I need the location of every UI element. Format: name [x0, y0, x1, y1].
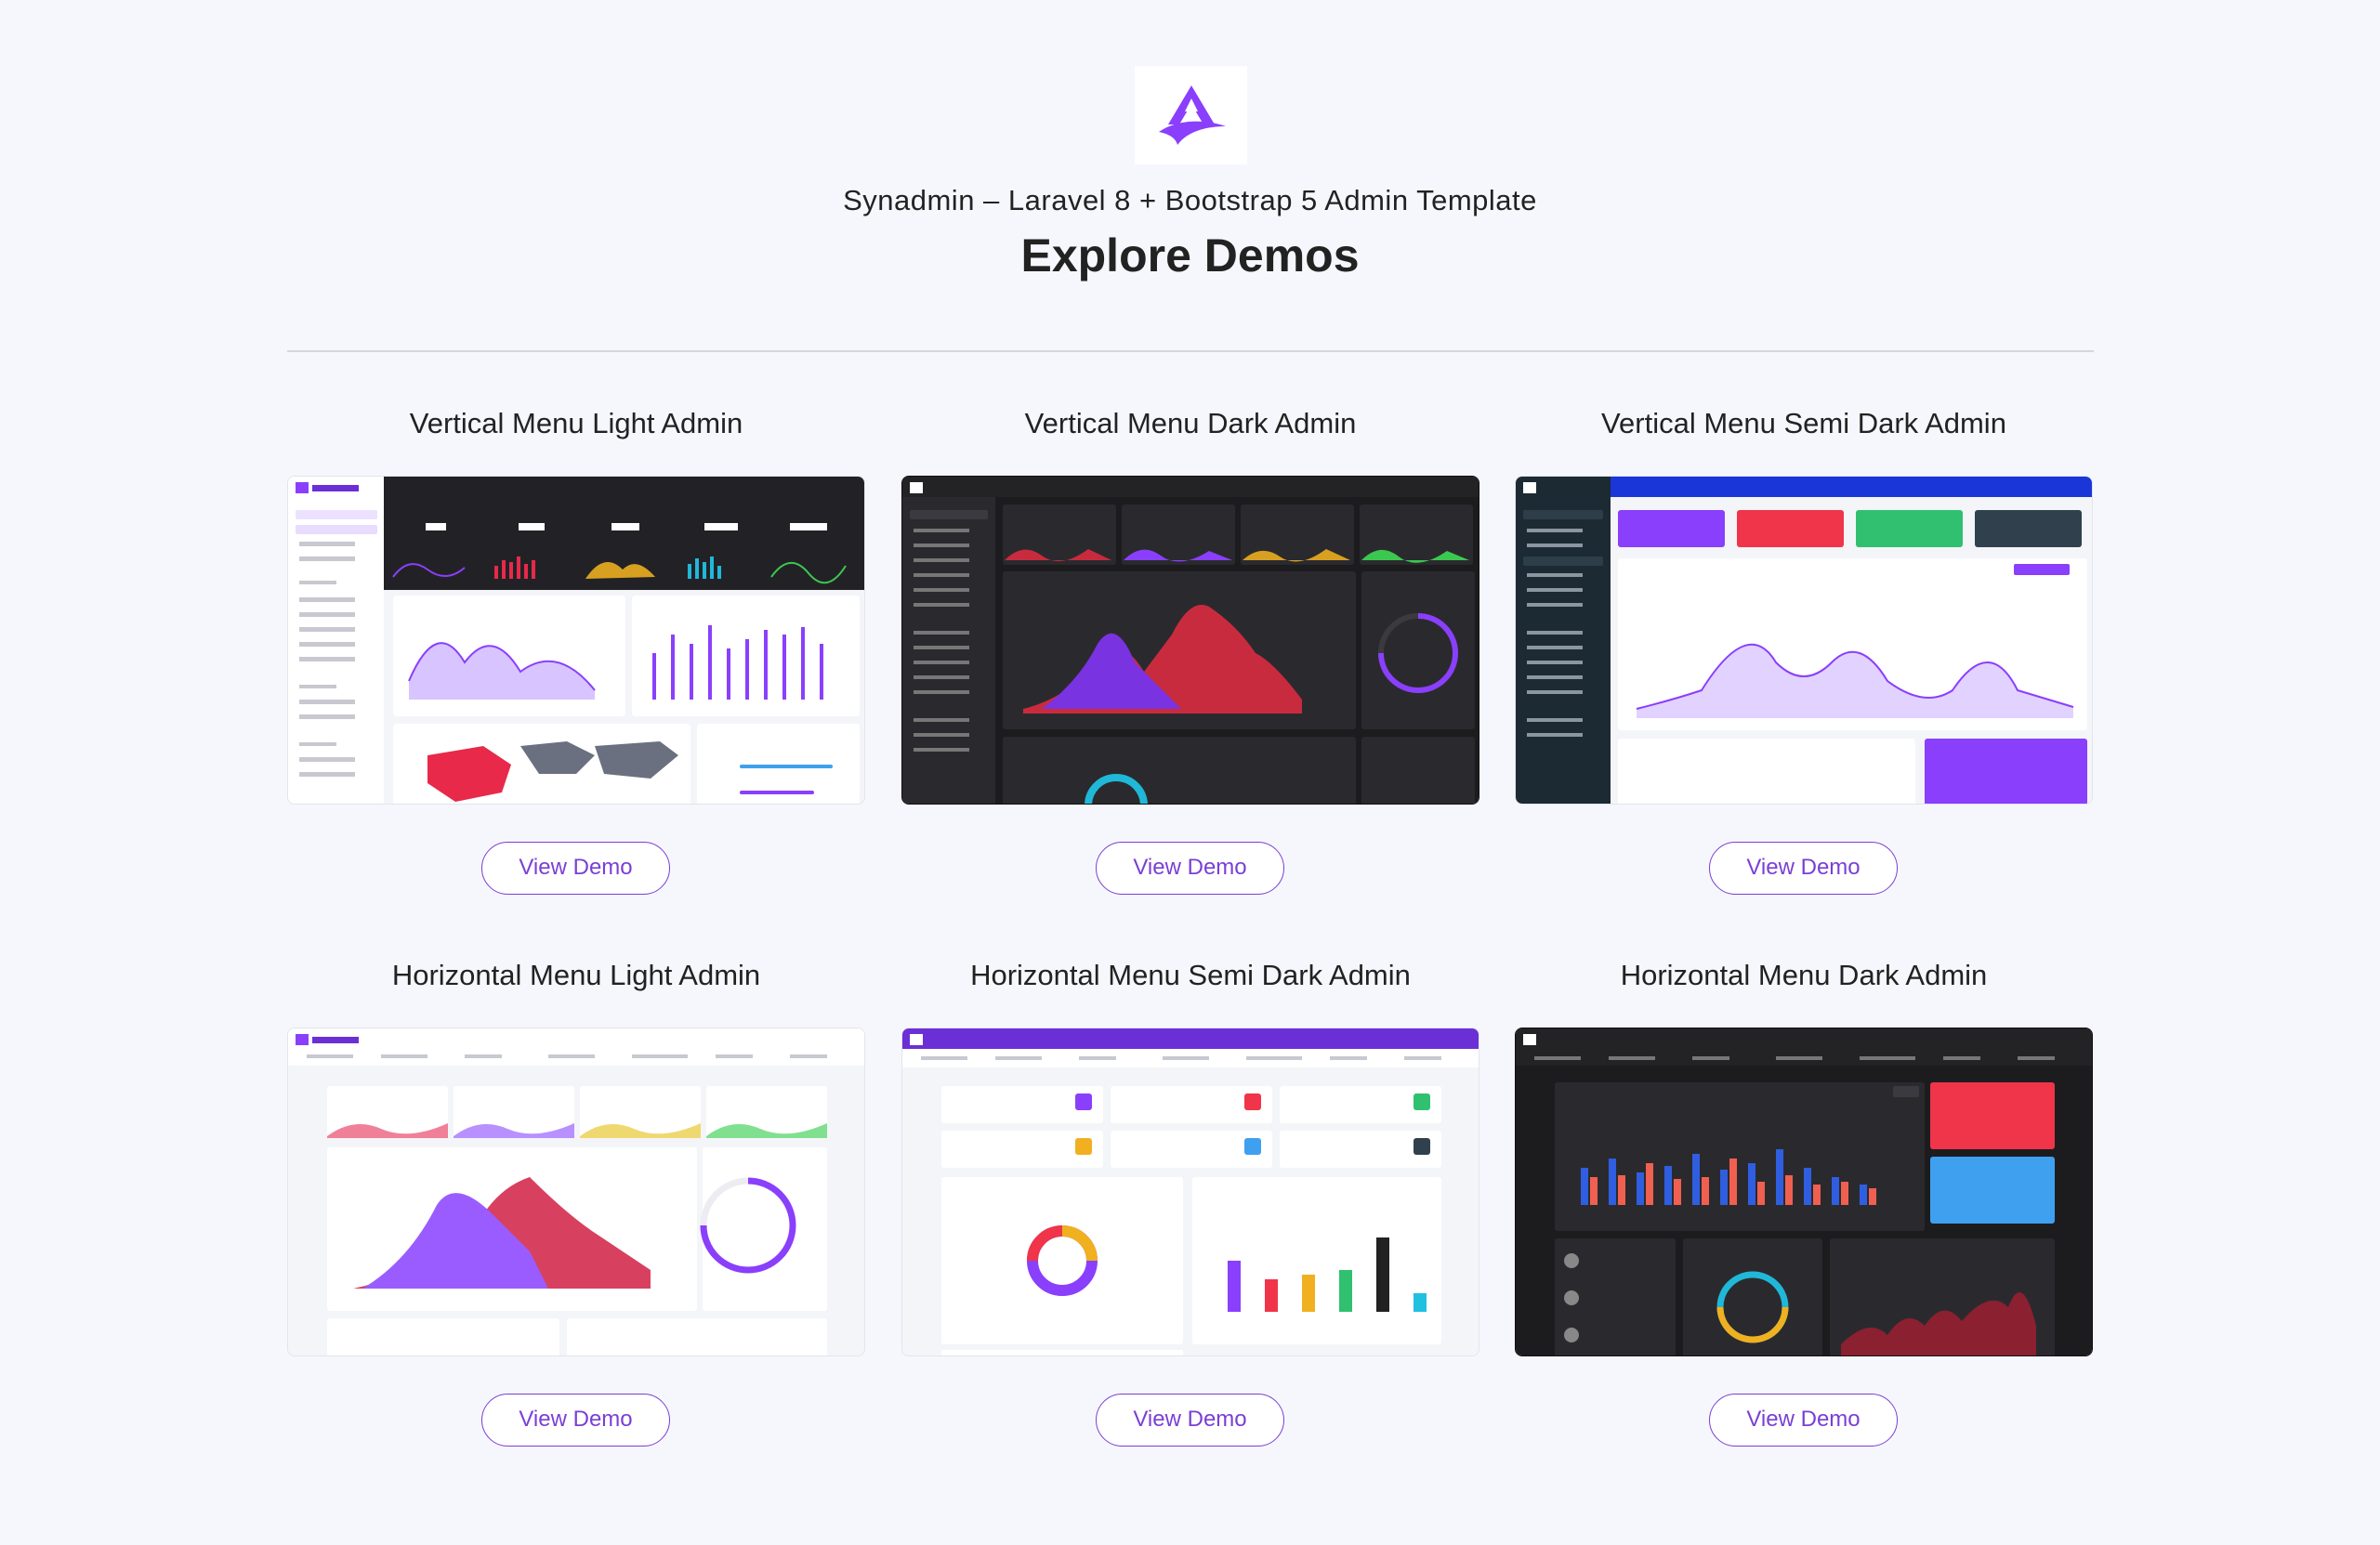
- demo-preview-image[interactable]: [901, 1028, 1479, 1356]
- demo-title: Horizontal Menu Semi Dark Admin: [970, 959, 1411, 991]
- view-demo-button[interactable]: View Demo: [1096, 842, 1284, 895]
- page-subtitle: Synadmin – Laravel 8 + Bootstrap 5 Admin…: [843, 184, 1537, 216]
- demo-preview-image[interactable]: [901, 476, 1479, 805]
- brand-logo-icon: [1158, 85, 1226, 145]
- demo-preview-image[interactable]: [1515, 476, 2093, 805]
- demo-title: Vertical Menu Light Admin: [409, 407, 743, 439]
- demo-title: Vertical Menu Dark Admin: [1024, 407, 1357, 439]
- page-title: Explore Demos: [1020, 229, 1360, 282]
- view-demo-button[interactable]: View Demo: [1709, 842, 1898, 895]
- view-demo-button[interactable]: View Demo: [481, 842, 670, 895]
- view-demo-button[interactable]: View Demo: [481, 1394, 670, 1447]
- demo-preview-image[interactable]: [287, 1028, 865, 1356]
- view-demo-button[interactable]: View Demo: [1709, 1394, 1898, 1447]
- demo-preview-image[interactable]: [1515, 1028, 2093, 1356]
- view-demo-button[interactable]: View Demo: [1096, 1394, 1284, 1447]
- demo-title: Horizontal Menu Light Admin: [391, 959, 761, 991]
- logo: [1135, 66, 1247, 164]
- demo-title: Horizontal Menu Dark Admin: [1620, 959, 1988, 991]
- demo-card-vertical-semi-dark: Vertical Menu Semi Dark Admin View Demo: [1515, 403, 2093, 896]
- demo-card-horizontal-light: Horizontal Menu Light Admin View De: [287, 955, 865, 1447]
- demo-card-vertical-light: Vertical Menu Light Admin: [287, 403, 865, 896]
- demo-preview-image[interactable]: [287, 476, 865, 805]
- demo-card-horizontal-dark: Horizontal Menu Dark Admin: [1515, 955, 2093, 1447]
- divider: [287, 350, 2094, 352]
- demo-card-vertical-dark: Vertical Menu Dark Admin View Demo: [901, 403, 1479, 896]
- demo-title: Vertical Menu Semi Dark Admin: [1601, 407, 2006, 439]
- demo-card-horizontal-semi-dark: Horizontal Menu Semi Dark Admin: [901, 955, 1479, 1447]
